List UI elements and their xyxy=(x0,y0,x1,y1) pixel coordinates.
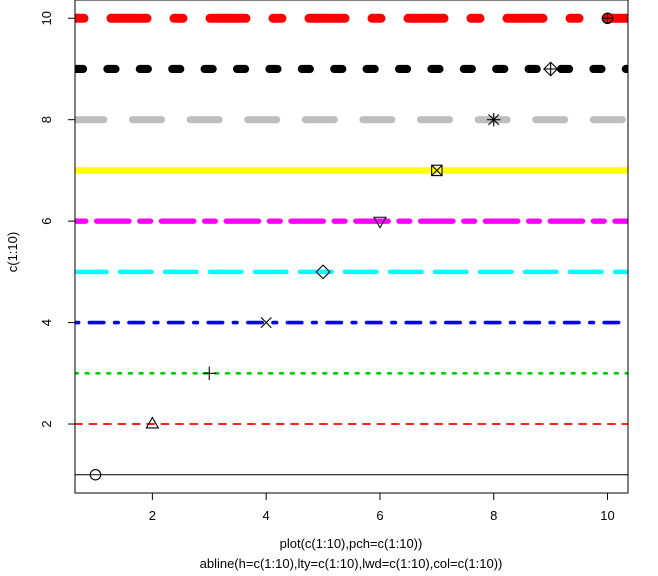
y-tick-label: 8 xyxy=(39,116,54,123)
point-4-cross-marker xyxy=(260,316,272,329)
x-tick-label: 4 xyxy=(263,508,270,523)
data-points xyxy=(89,12,614,481)
y-tick-label: 6 xyxy=(39,218,54,225)
x-tick-label: 8 xyxy=(490,508,497,523)
y-axis-label: c(1:10) xyxy=(5,232,20,272)
point-2-triangle-marker xyxy=(145,416,160,429)
point-9-diamond-plus-marker xyxy=(543,61,559,77)
x-tick-label: 6 xyxy=(376,508,383,523)
plot-frame xyxy=(74,0,629,494)
point-6-triangle-down-marker xyxy=(373,216,387,229)
point-5-diamond-marker xyxy=(315,264,331,280)
x-tick-label: 10 xyxy=(600,508,614,523)
y-tick-label: 4 xyxy=(39,319,54,326)
y-tick-label: 10 xyxy=(39,11,54,25)
x-tick-label: 2 xyxy=(149,508,156,523)
point-8-asterisk-marker xyxy=(486,112,501,127)
point-1-circle-marker xyxy=(89,468,102,481)
y-tick-label: 2 xyxy=(39,420,54,427)
point-7-square-cross-marker xyxy=(431,164,443,177)
x-axis-label-line2: abline(h=c(1:10),lty=c(1:10),lwd=c(1:10)… xyxy=(200,556,503,571)
point-10-circle-plus-marker xyxy=(601,12,614,25)
axes: 2 4 6 8 10 2 4 6 8 10 xyxy=(39,11,615,523)
point-3-plus-marker xyxy=(202,366,217,381)
reference-lines xyxy=(75,13,628,476)
x-axis-label: plot(c(1:10),pch=c(1:10)) xyxy=(280,536,423,551)
